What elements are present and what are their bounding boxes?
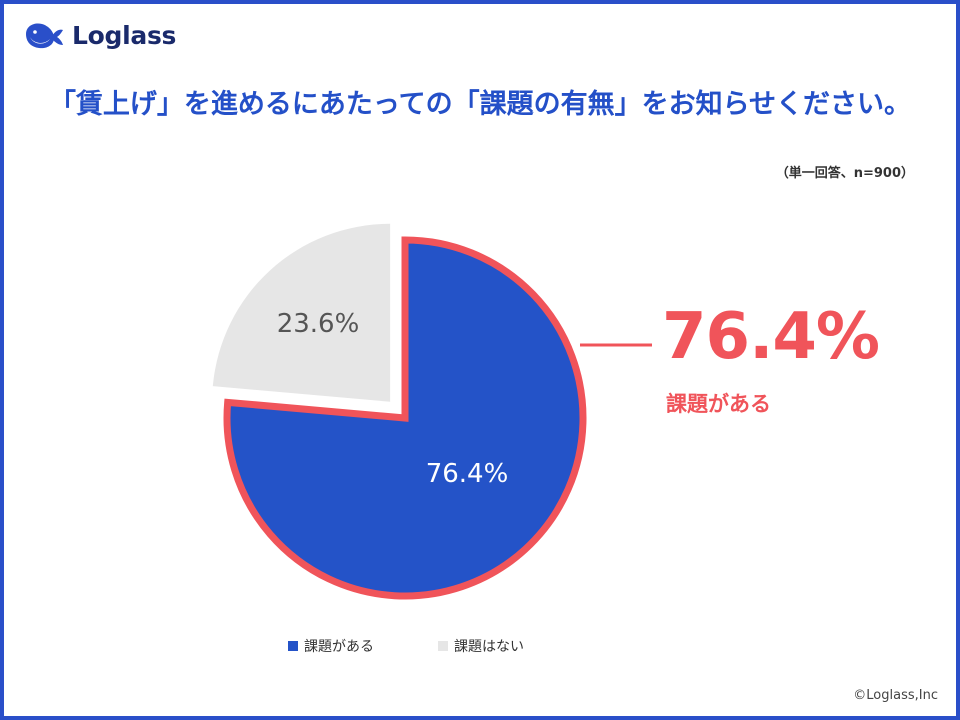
logo-text: Loglass — [72, 20, 177, 50]
callout-value: 76.4% — [662, 300, 880, 374]
response-note: （単一回答、n=900） — [775, 166, 914, 181]
slice-labels: 76.4% 23.6% — [277, 309, 509, 489]
logo: Loglass — [22, 20, 176, 50]
legend: 課題がある 課題はない — [288, 636, 524, 656]
slice-label-yes: 76.4% — [426, 459, 509, 489]
legend-label-no: 課題はない — [454, 639, 524, 655]
legend-swatch-no — [438, 641, 448, 651]
whale-icon — [26, 23, 63, 49]
page-title: 「賃上げ」を進めるにあたっての「課題の有無」をお知らせください。 — [48, 89, 912, 120]
slice-label-no: 23.6% — [277, 309, 360, 339]
pie-slice-no — [212, 223, 391, 402]
legend-item-no: 課題はない — [438, 636, 524, 656]
copyright: ©Loglass,Inc — [853, 688, 938, 703]
legend-swatch-yes — [288, 641, 298, 651]
pie-slices — [212, 223, 587, 600]
callout-label: 課題がある — [666, 392, 771, 416]
legend-label-yes: 課題がある — [304, 639, 374, 655]
pie-slice-yes — [223, 236, 587, 600]
legend-item-yes: 課題がある — [288, 636, 374, 656]
